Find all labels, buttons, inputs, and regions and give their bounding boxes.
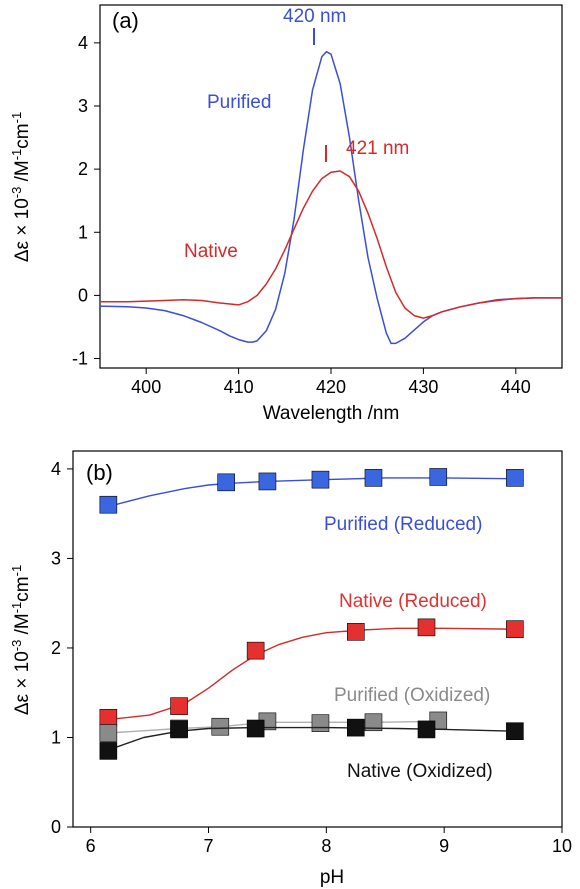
- panel-a-x-ticks: 400 410 420 430 440: [131, 368, 531, 397]
- y-title-unit-exp: -1: [9, 602, 24, 614]
- y-title-unit: /M: [12, 160, 33, 186]
- y-title-unit2-exp: -1: [9, 112, 24, 124]
- series-line-native-oxidized: [108, 726, 515, 751]
- label-purified-reduced: Purified (Reduced): [324, 514, 482, 535]
- data-point: [417, 720, 436, 739]
- y-tick-label: 4: [51, 459, 61, 479]
- panel-b-frame: [72, 450, 563, 828]
- data-point: [429, 468, 448, 486]
- data-point: [417, 618, 436, 637]
- panel-a: -1 0 1 2 3 4 400 410 420 430 440 (a) Wavelength /…: [9, 4, 563, 424]
- data-point: [246, 641, 265, 660]
- panel-b-series: [99, 468, 524, 760]
- x-tick-label: 7: [203, 836, 213, 856]
- x-tick-label: 6: [86, 836, 96, 856]
- x-tick-label: 420: [316, 377, 346, 397]
- x-tick-label: 430: [408, 377, 438, 397]
- y-tick-label: 0: [51, 817, 61, 837]
- label-native: Native: [184, 241, 238, 262]
- data-point: [311, 714, 330, 732]
- y-tick-label: 4: [78, 33, 88, 53]
- panel-a-y-axis-title: Δε × 10-3 /M-1cm-1: [9, 112, 33, 262]
- label-native-reduced: Native (Reduced): [339, 591, 487, 612]
- panel-b-x-ticks: 6 7 8 9 10: [86, 827, 572, 856]
- y-tick-label: 3: [78, 96, 88, 116]
- x-tick-label: 10: [552, 836, 572, 856]
- panel-a-x-axis-title: Wavelength /nm: [263, 403, 400, 424]
- data-point: [346, 718, 365, 737]
- y-title-unit: /M: [12, 613, 33, 639]
- panel-b-x-axis-title: pH: [320, 867, 344, 888]
- data-point: [170, 720, 188, 739]
- data-point: [364, 713, 383, 732]
- data-point: [311, 470, 330, 489]
- panel-a-label: (a): [112, 8, 139, 33]
- data-point: [346, 623, 365, 641]
- y-title-unit2-exp: -1: [9, 565, 24, 577]
- label-native-oxidized: Native (Oxidized): [347, 761, 493, 782]
- data-point: [246, 719, 265, 738]
- annotation-420nm: 420 nm: [283, 6, 346, 27]
- panel-a-y-ticks: -1 0 1 2 3 4: [72, 33, 100, 369]
- y-title-unit-exp: -1: [9, 149, 24, 161]
- y-tick-label: 3: [51, 548, 61, 568]
- panel-a-frame: [99, 4, 563, 369]
- x-tick-label: 9: [439, 836, 449, 856]
- x-tick-label: 410: [224, 377, 254, 397]
- data-point: [506, 722, 524, 741]
- x-tick-label: 400: [131, 377, 161, 397]
- panel-a-series: [99, 50, 562, 345]
- y-title-exp: -3: [9, 640, 24, 652]
- data-point: [99, 742, 118, 760]
- y-tick-label: 2: [51, 638, 61, 658]
- x-tick-label: 440: [501, 377, 531, 397]
- label-purified-oxidized: Purified (Oxidized): [334, 685, 490, 706]
- data-point: [506, 469, 524, 487]
- annotation-421nm: 421 nm: [346, 138, 409, 159]
- y-tick-label: 1: [78, 222, 88, 242]
- y-tick-label: -1: [72, 349, 88, 369]
- y-title-exp: -3: [9, 187, 24, 199]
- label-purified: Purified: [207, 92, 271, 113]
- data-point: [170, 697, 188, 715]
- data-point: [364, 469, 383, 487]
- data-point: [211, 717, 230, 736]
- x-tick-label: 8: [321, 836, 331, 856]
- y-title-main: Δε × 10: [12, 198, 33, 262]
- y-title-unit2: cm: [12, 576, 33, 601]
- data-point: [99, 708, 118, 727]
- panel-b-y-ticks: 0 1 2 3 4: [51, 459, 73, 837]
- panel-b-y-axis-title: Δε × 10-3 /M-1cm-1: [9, 565, 33, 715]
- y-tick-label: 2: [78, 159, 88, 179]
- series-line-purified-reduced: [108, 477, 515, 508]
- data-point: [506, 620, 524, 638]
- data-point: [99, 724, 118, 742]
- y-title-unit2: cm: [12, 123, 33, 148]
- data-point: [258, 472, 277, 491]
- panel-b-label: (b): [86, 460, 113, 485]
- y-tick-label: 1: [51, 727, 61, 747]
- y-title-main: Δε × 10: [12, 651, 33, 715]
- series-line-native: [100, 170, 562, 319]
- data-point: [217, 473, 235, 492]
- y-tick-label: 0: [78, 285, 88, 305]
- data-point: [99, 495, 118, 514]
